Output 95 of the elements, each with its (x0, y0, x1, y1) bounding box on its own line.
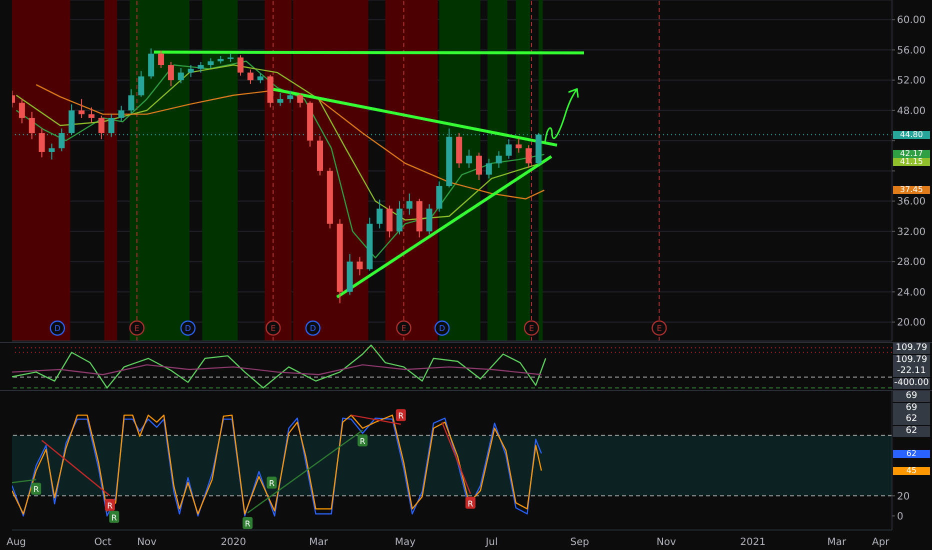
annotation: D (310, 324, 316, 334)
candlestick (406, 193, 412, 216)
text: -400.00 (893, 378, 930, 388)
y-tick-label: 20.00 (897, 318, 926, 329)
annotation: D (184, 324, 192, 334)
y-tick-label: 28.00 (897, 257, 926, 268)
annotation: R (268, 479, 275, 488)
candlestick (78, 98, 85, 118)
candlestick (476, 152, 482, 180)
candlestick (18, 98, 25, 124)
y-tick-label: 56.00 (897, 45, 926, 56)
text: 37.45 (893, 185, 930, 194)
candlestick (526, 144, 532, 168)
candlestick (436, 180, 442, 212)
candlestick (58, 128, 65, 152)
text: -22.11 (893, 366, 930, 377)
ref-line-label: E (656, 324, 662, 333)
text: 42.17 (893, 149, 930, 158)
y-tick-label: 52.00 (897, 76, 926, 87)
annotation: D (438, 324, 446, 334)
candlestick (148, 48, 154, 80)
ref-line-label: E (528, 324, 534, 333)
candlestick (178, 68, 184, 84)
candlestick (238, 54, 244, 76)
x-tick-label: 2020 (220, 537, 246, 548)
x-tick-label: Aug (6, 537, 26, 548)
text: 109.79 (893, 343, 930, 354)
x-tick-label: Mar (827, 537, 847, 548)
candlestick (297, 92, 304, 108)
annotation: R (398, 412, 404, 421)
x-tick-label: May (394, 537, 416, 548)
y-tick-label: 0 (897, 511, 904, 522)
candlestick (516, 138, 522, 154)
x-tick-label: Apr (872, 537, 890, 548)
candlestick (168, 62, 174, 87)
candlestick (88, 106, 94, 123)
candlestick (108, 114, 114, 138)
y-tick-label: 32.00 (897, 226, 926, 238)
y-tick-label: 20 (897, 491, 910, 502)
candlestick (396, 200, 402, 235)
candlestick (28, 111, 35, 140)
ref-line-label: E (270, 324, 276, 333)
annotation: R (244, 519, 251, 528)
candlestick (188, 64, 194, 78)
text: 45 (893, 466, 930, 476)
annotation: R (468, 499, 474, 508)
candlestick (466, 149, 472, 168)
text: 69 (893, 402, 930, 414)
y-tick-label: 24.00 (897, 287, 926, 298)
candlestick (376, 199, 383, 229)
annotation: R (360, 436, 366, 446)
x-tick-label: Nov (656, 537, 676, 548)
y-tick-label: 36.00 (897, 196, 926, 208)
candlestick (158, 50, 164, 69)
candlestick (138, 70, 144, 98)
annotation: R (33, 485, 40, 494)
candlestick (247, 69, 254, 84)
y-tick-label: 60.00 (897, 15, 926, 26)
x-tick-label: Mar (309, 537, 329, 548)
candlestick (38, 128, 45, 158)
x-tick-label: Sep (570, 537, 590, 548)
annotation: D (54, 324, 61, 334)
candlestick (486, 158, 492, 179)
candlestick (257, 72, 264, 84)
ref-line-label: E (401, 324, 406, 333)
x-tick-label: Nov (137, 537, 157, 548)
candlestick (287, 90, 294, 104)
candlestick (208, 58, 214, 69)
candlestick (506, 138, 512, 160)
annotation: R (107, 501, 114, 510)
y-tick-label: 48.00 (897, 106, 926, 117)
x-tick-label: Oct (94, 537, 112, 548)
text: 62 (893, 414, 930, 425)
ref-line-label: E (134, 324, 140, 333)
candlestick (277, 92, 284, 106)
annotation: R (111, 513, 118, 522)
candlestick (48, 143, 55, 160)
text: 69 (893, 391, 930, 402)
candlestick (386, 205, 393, 238)
text: 44.80 (893, 130, 930, 139)
candlestick (198, 62, 204, 74)
candlestick (496, 150, 502, 168)
candlestick (426, 204, 432, 235)
line-series (36, 84, 545, 200)
candlestick (356, 256, 363, 276)
x-tick-label: Jul (484, 537, 498, 548)
line-series (16, 60, 545, 258)
candlestick (128, 88, 134, 114)
text: 109.79 (893, 354, 930, 366)
text: 41.15 (893, 157, 930, 166)
text: 62 (893, 448, 930, 458)
candlestick (98, 115, 104, 140)
candlestick (118, 105, 124, 122)
x-tick-label: 2021 (740, 537, 766, 548)
text: 62 (893, 426, 930, 436)
